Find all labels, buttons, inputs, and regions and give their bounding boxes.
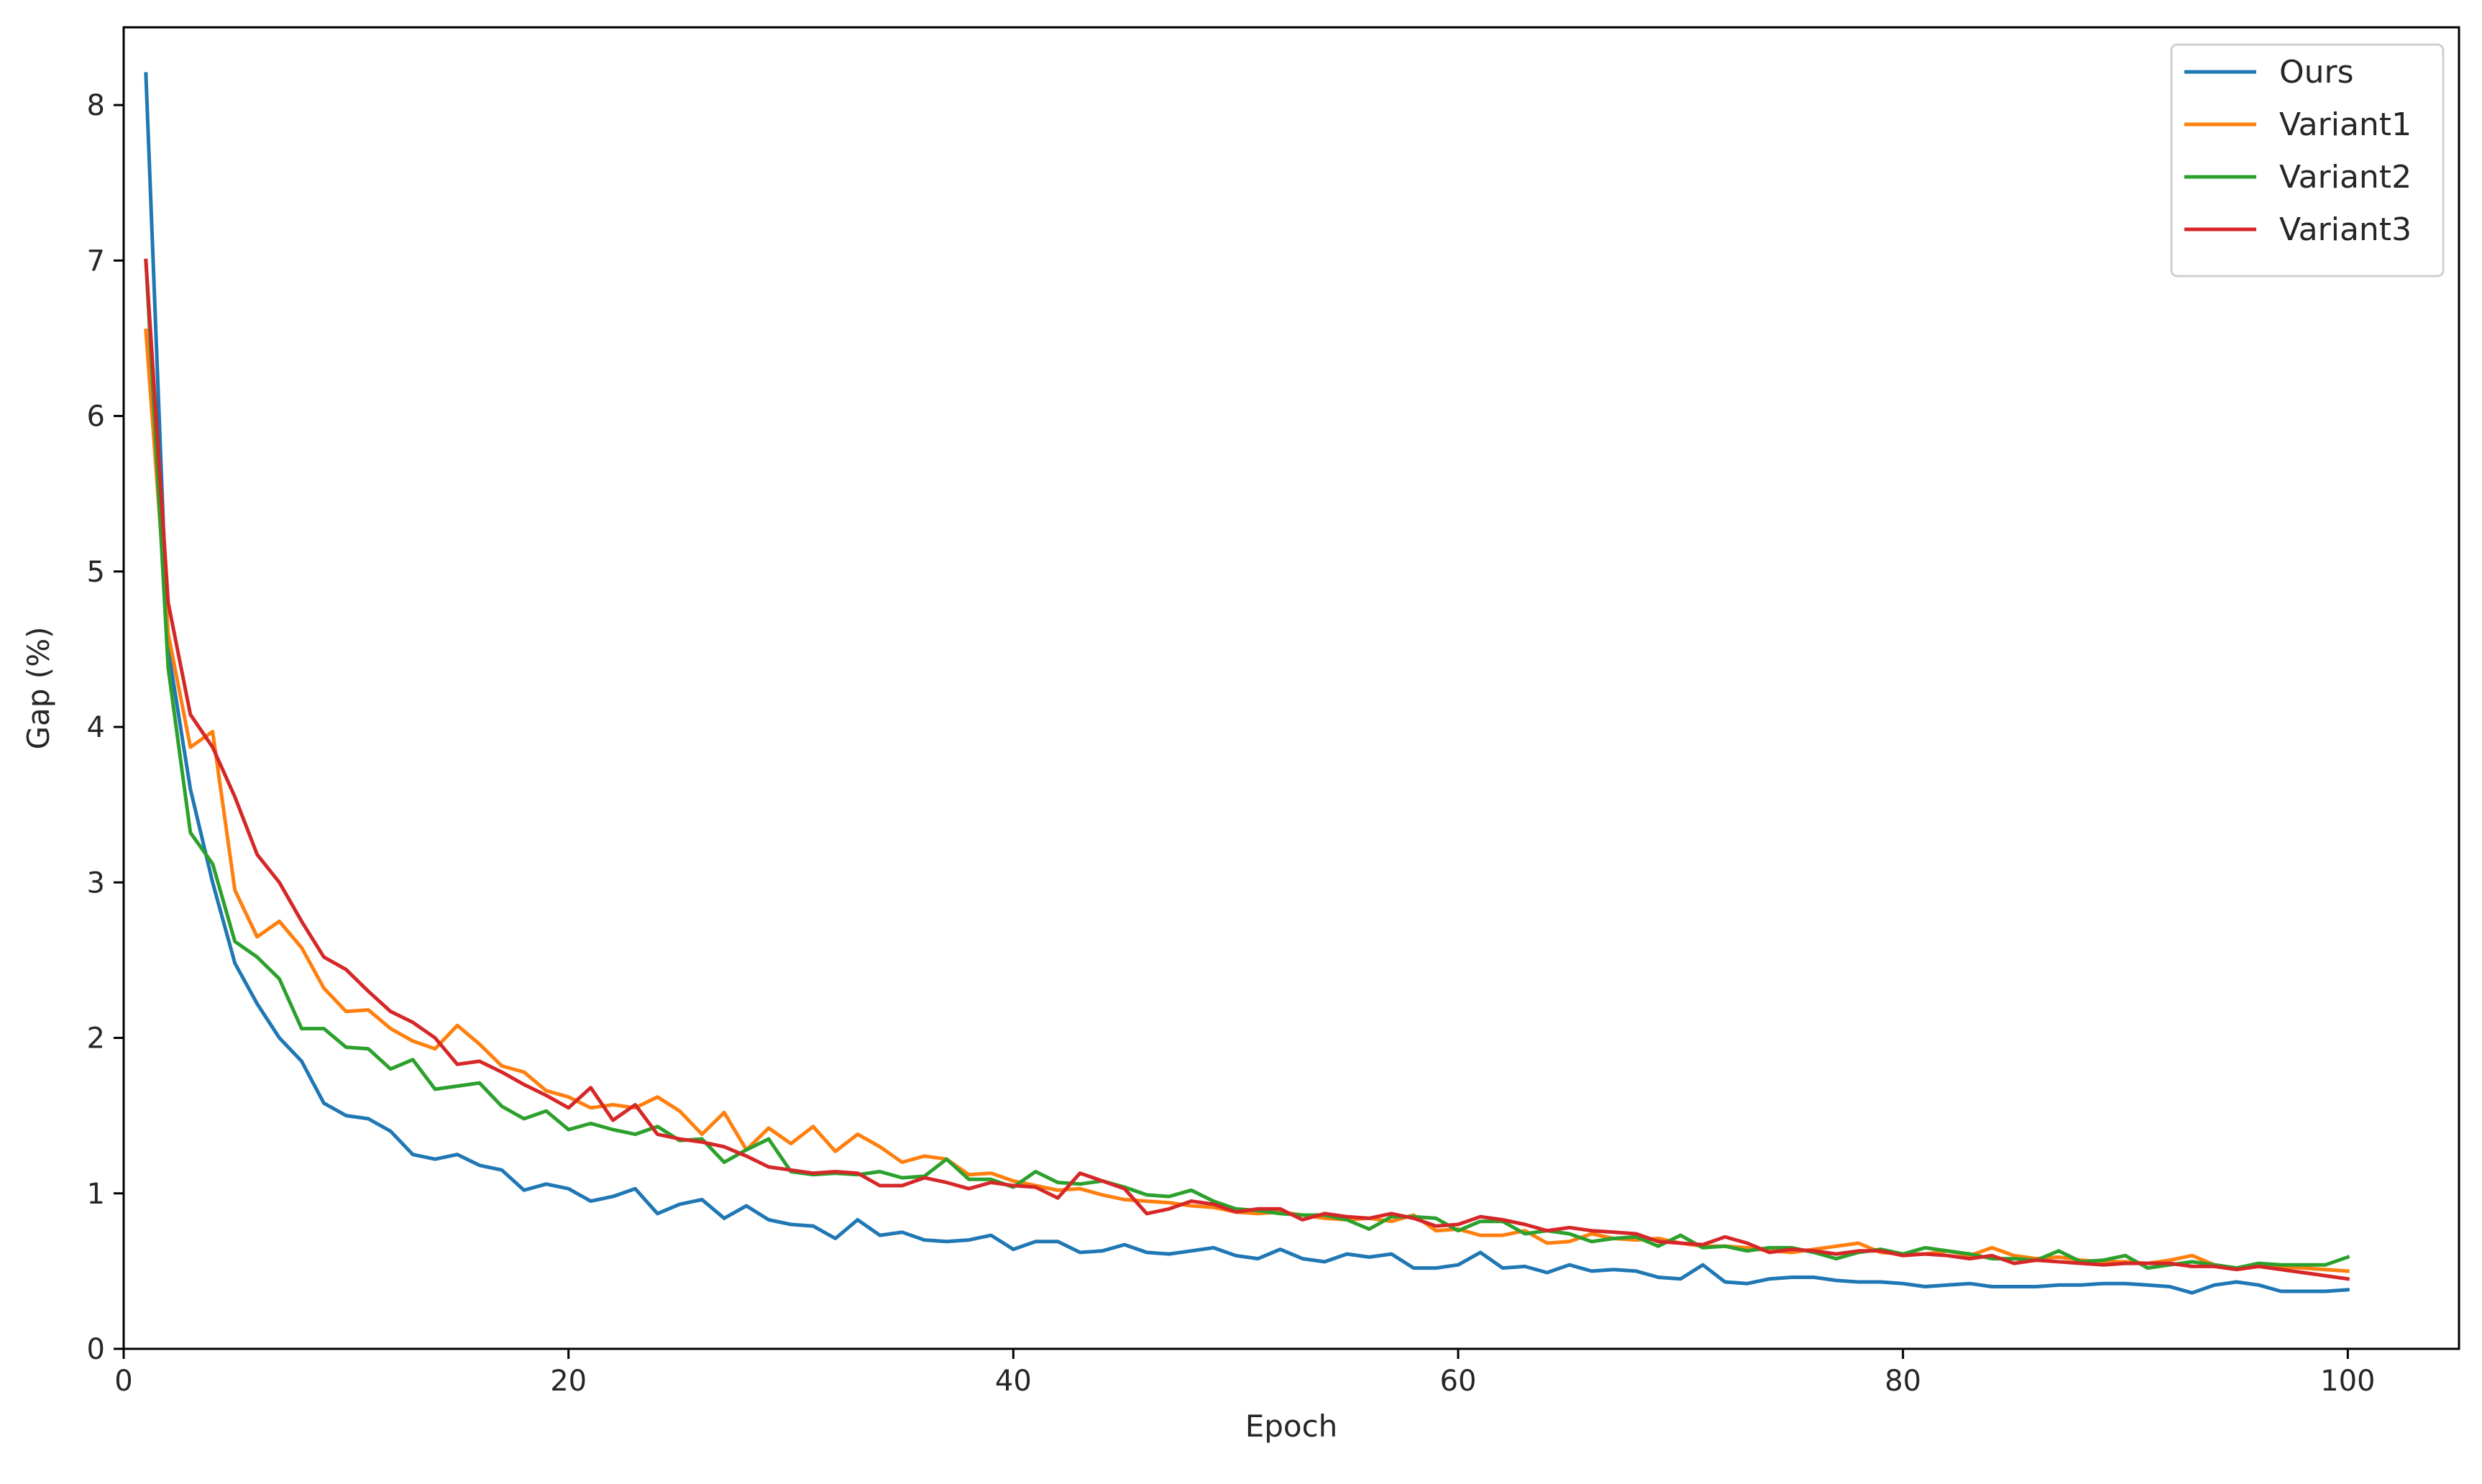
series-layer: [144, 72, 2350, 1295]
legend-box: [2170, 43, 2445, 278]
y-tick-label: 4: [87, 711, 105, 744]
y-tick-label: 5: [87, 556, 105, 589]
plot-frame: [122, 26, 2460, 1350]
y-tick-label: 3: [87, 866, 105, 899]
x-axis-label: Epoch: [1245, 1409, 1338, 1444]
y-tick-label: 8: [87, 89, 105, 122]
x-tick-label: 100: [2320, 1365, 2375, 1398]
legend-label-ours: Ours: [2279, 54, 2354, 91]
y-axis-ticks: 0 1 2 3 4 5 6 7 8: [87, 89, 124, 1366]
y-tick-label: 0: [87, 1333, 105, 1366]
series-line-variant1: [144, 329, 2350, 1273]
x-tick-label: 60: [1440, 1365, 1477, 1398]
series-line-variant3: [144, 258, 2350, 1281]
legend: Ours Variant1 Variant2 Variant3: [2170, 43, 2445, 278]
x-tick-label: 0: [114, 1365, 132, 1398]
y-tick-label: 7: [87, 244, 105, 278]
x-tick-label: 80: [1885, 1365, 1921, 1398]
legend-label-variant1: Variant1: [2279, 106, 2412, 143]
x-tick-label: 40: [995, 1365, 1032, 1398]
y-axis-label: Gap (%): [21, 627, 56, 750]
y-tick-label: 1: [87, 1178, 105, 1211]
y-tick-label: 6: [87, 400, 105, 434]
x-axis-ticks: 0 20 40 60 80 100: [114, 1349, 2376, 1398]
legend-label-variant2: Variant2: [2279, 159, 2412, 196]
series-line-ours: [144, 72, 2350, 1295]
legend-label-variant3: Variant3: [2279, 211, 2412, 248]
x-tick-label: 20: [550, 1365, 587, 1398]
y-tick-label: 2: [87, 1022, 105, 1055]
